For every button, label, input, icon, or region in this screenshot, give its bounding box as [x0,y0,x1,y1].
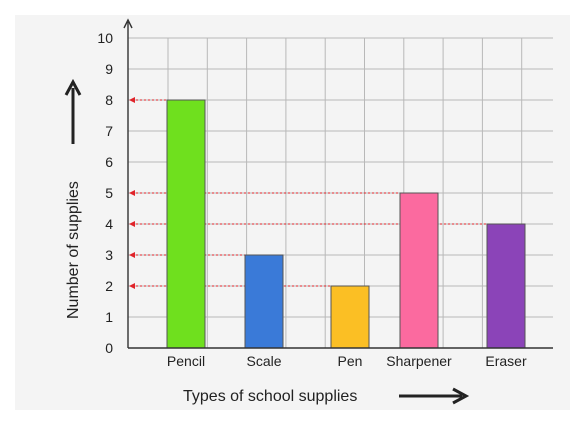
bar-pen [330,285,370,349]
y-tick-label: 2 [105,278,113,294]
y-tick-label: 5 [105,185,113,201]
axis-labels: Types of school supplies Number of suppli… [64,78,470,405]
y-tick-label: 6 [105,154,113,170]
y-tick-label: 3 [105,247,113,263]
y-tick-label: 1 [105,309,113,325]
y-axis-label: Number of supplies [65,181,82,319]
x-axis-label: Types of school supplies [183,388,357,405]
y-tick-label: 10 [97,30,113,46]
bar-scale [244,254,284,349]
y-tick-label: 7 [105,123,113,139]
bar-eraser [486,223,526,349]
axes [123,18,553,349]
x-tick-label: Pencil [167,353,205,369]
bar-sharpener [399,192,439,349]
y-tick-label: 4 [105,216,113,232]
guide-arrowhead [129,190,135,196]
guide-arrowhead [129,283,135,289]
x-label-arrowhead [452,387,470,405]
y-tick-label: 9 [105,61,113,77]
x-tick-label: Scale [246,353,281,369]
bars [166,99,526,349]
guide-arrowhead [129,97,135,103]
tick-labels: 0 1 2 3 4 5 6 7 8 9 10 Pencil Scale Pen Sharpener Erase… [97,30,527,369]
chart-background [15,15,570,410]
guide-arrowhead [129,252,135,258]
x-tick-label: Pen [338,353,363,369]
bar-pencil [166,99,206,349]
y-tick-label: 0 [105,340,113,356]
x-tick-label: Sharpener [386,353,452,369]
guide-arrowhead [129,221,135,227]
y-tick-label: 8 [105,92,113,108]
x-tick-label: Eraser [485,353,527,369]
y-label-arrowhead [64,78,82,96]
y-axis-arrowhead [123,18,133,29]
